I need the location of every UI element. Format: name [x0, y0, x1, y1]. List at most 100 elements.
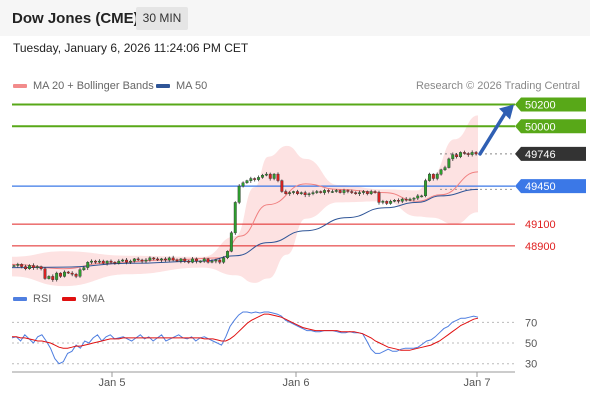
candle	[191, 258, 195, 263]
x-tick-label: Jan 7	[464, 377, 491, 389]
candle	[117, 260, 121, 264]
candle	[163, 258, 167, 261]
candle	[12, 265, 16, 267]
legend-ma20-bollinger: MA 20 + Bollinger Bands	[13, 80, 154, 92]
candle	[396, 199, 400, 202]
bollinger-band-layer	[12, 115, 478, 287]
candle	[373, 191, 377, 193]
candle	[121, 259, 125, 262]
candle	[210, 260, 214, 263]
overlay-layer	[478, 104, 514, 156]
candle	[241, 182, 245, 187]
candle	[443, 167, 447, 171]
candle	[261, 174, 264, 178]
candle	[404, 198, 408, 201]
candle	[459, 152, 462, 157]
candle	[257, 177, 260, 180]
candle	[358, 192, 361, 194]
candle	[474, 152, 478, 155]
candle	[451, 154, 455, 160]
pivot-price-tag	[515, 179, 586, 194]
candle	[171, 257, 175, 261]
candle	[28, 265, 31, 269]
candle	[206, 258, 210, 263]
candle	[327, 190, 330, 192]
support-level-label: 49100	[525, 219, 556, 231]
projection-arrow-head	[499, 104, 514, 120]
candle	[226, 251, 230, 259]
candle	[55, 272, 59, 280]
candle	[237, 185, 241, 203]
legend-label: MA 50	[176, 80, 208, 92]
candle	[334, 190, 338, 192]
instrument-title: Dow Jones (CME)	[12, 10, 139, 27]
candle	[385, 201, 389, 204]
candle	[39, 266, 43, 270]
rsi-panel: 70 50 30	[11, 311, 537, 371]
rsi-tick-label: 70	[525, 317, 537, 329]
candle	[93, 260, 97, 263]
candle	[330, 191, 334, 193]
timeframe-button[interactable]: 30 MIN	[136, 7, 188, 30]
candle	[307, 193, 311, 195]
x-axis: Jan 5 Jan 6 Jan 7	[12, 371, 515, 389]
candle	[296, 191, 299, 194]
candle	[20, 264, 24, 267]
resistance-level-label: 50000	[525, 121, 556, 133]
ma20-line	[11, 171, 479, 270]
candle	[303, 192, 307, 196]
ma50-line	[11, 188, 479, 269]
candlestick-layer	[12, 150, 478, 282]
candle	[132, 258, 136, 262]
candle	[198, 260, 202, 263]
candle	[59, 272, 62, 277]
candle	[125, 259, 129, 263]
candle	[369, 191, 373, 194]
candle	[97, 260, 101, 263]
candle	[167, 257, 171, 261]
timestamp: Tuesday, January 6, 2026 11:24:06 PM CET	[13, 41, 249, 55]
candle	[389, 201, 393, 204]
candle	[381, 201, 385, 203]
candle	[148, 257, 152, 261]
candle	[78, 269, 82, 277]
legend-ma50: MA 50	[156, 80, 207, 92]
resistance-price-tag	[515, 97, 586, 112]
candle	[319, 191, 323, 193]
candle	[16, 264, 20, 266]
candle	[354, 192, 358, 194]
candle	[128, 260, 132, 263]
candle	[462, 152, 466, 154]
rsi-tick-label: 50	[525, 338, 537, 350]
candle	[159, 258, 163, 261]
candle	[35, 266, 39, 268]
last-price-price-tag	[515, 146, 586, 161]
candle	[51, 276, 55, 280]
candle	[365, 191, 369, 194]
candle	[470, 152, 474, 155]
resistance-price-tag	[515, 119, 586, 134]
candle	[140, 259, 144, 262]
candle	[187, 260, 191, 263]
legend-rsi: RSI	[13, 293, 51, 305]
candle	[63, 271, 66, 277]
candle	[202, 258, 206, 262]
legend-swatch	[13, 84, 27, 89]
candle	[214, 259, 218, 262]
projection-arrow-shaft	[478, 111, 507, 156]
candle	[428, 173, 431, 181]
candle	[43, 268, 47, 279]
bollinger-band-fill	[12, 115, 478, 287]
resistance-level-label: 50200	[525, 100, 556, 112]
candle	[362, 191, 365, 193]
candle	[466, 153, 470, 155]
candle	[264, 173, 268, 176]
candle	[299, 192, 303, 194]
candle	[70, 272, 74, 275]
candle	[105, 260, 109, 264]
x-tick-label: Jan 5	[99, 377, 126, 389]
candle	[412, 197, 416, 200]
candle	[86, 262, 90, 268]
credit-text: Research © 2026 Trading Central	[415, 80, 580, 92]
candle	[233, 202, 237, 234]
